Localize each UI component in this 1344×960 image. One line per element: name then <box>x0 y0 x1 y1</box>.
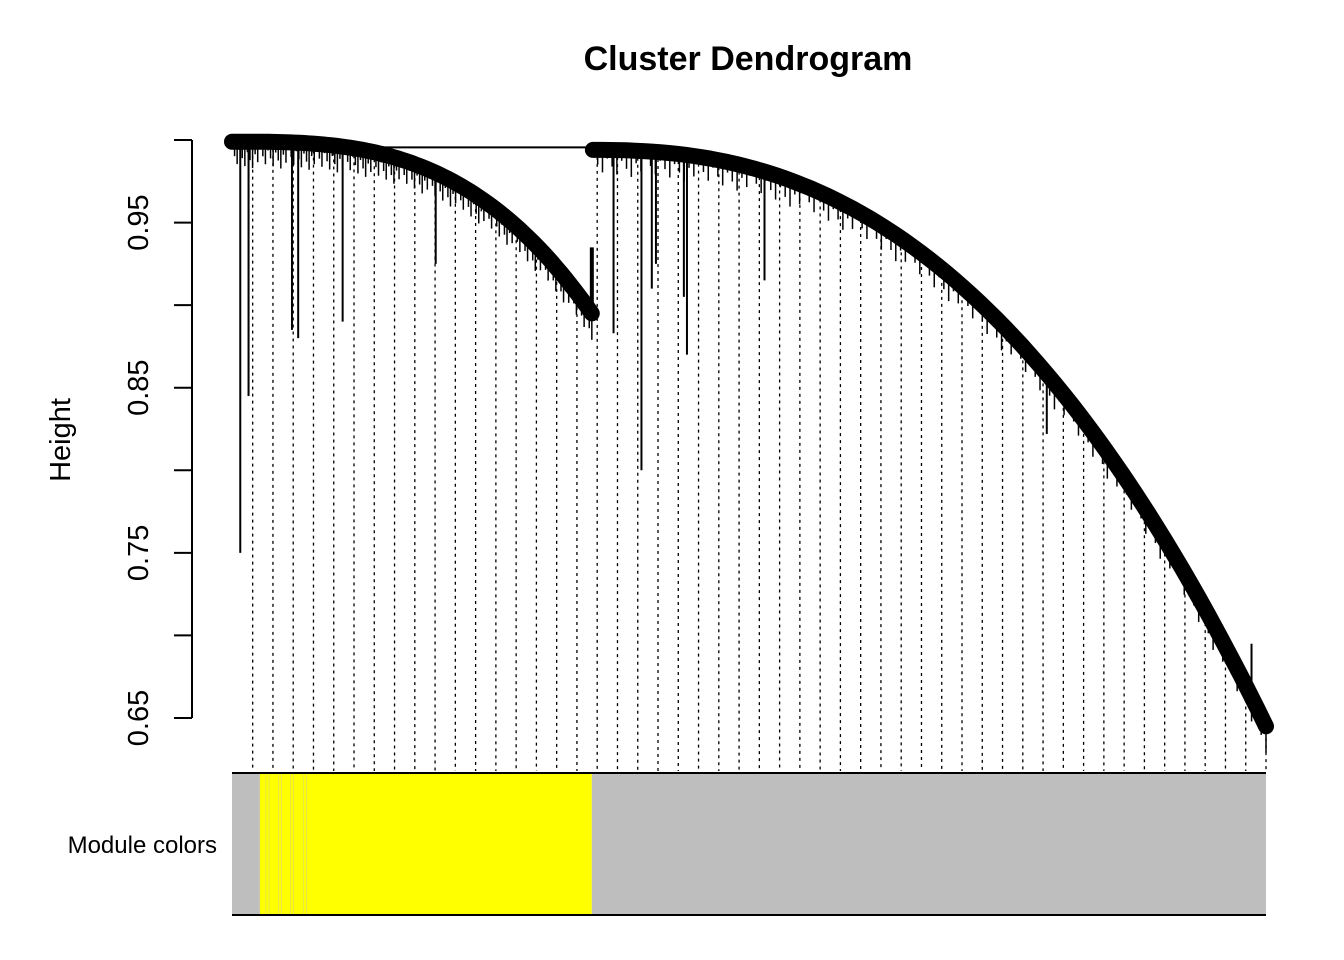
y-axis: 0.65 0.75 0.85 0.95 <box>123 139 193 746</box>
color-stripe-yellow <box>285 773 288 915</box>
color-stripe-yellow <box>270 773 273 915</box>
color-stripe-yellow <box>273 773 276 915</box>
color-stripe-yellow <box>298 773 301 915</box>
module-color-bar <box>232 772 1266 916</box>
color-stripe-yellow <box>304 773 306 915</box>
color-segment-grey <box>591 773 1266 915</box>
color-stripe-yellow <box>275 773 277 915</box>
color-stripe-yellow <box>288 773 291 915</box>
y-tick-label: 0.75 <box>123 525 155 581</box>
cluster-branch-band <box>584 141 1274 735</box>
color-stripe-yellow <box>267 773 269 915</box>
leaf-guide-lines <box>252 141 1267 771</box>
color-stripe-yellow <box>259 773 262 915</box>
y-tick-label: 0.95 <box>123 194 155 250</box>
color-stripe-yellow <box>279 773 281 915</box>
color-stripe-yellow <box>297 773 299 915</box>
color-stripe-yellow <box>300 773 302 915</box>
module-color-bar-fill <box>232 773 1266 915</box>
y-tick-label: 0.85 <box>123 359 155 415</box>
color-stripe-yellow <box>263 773 265 915</box>
color-segment-grey <box>232 773 259 915</box>
chart-title: Cluster Dendrogram <box>584 40 913 78</box>
color-stripe-yellow <box>260 773 264 915</box>
module-colors-label: Module colors <box>68 832 217 859</box>
color-stripe-yellow <box>291 773 294 915</box>
color-stripe-yellow <box>282 773 286 915</box>
color-stripe-yellow <box>284 773 287 915</box>
dendrogram-tree <box>224 133 1274 753</box>
color-stripe-yellow <box>287 773 290 915</box>
color-stripe-yellow <box>301 773 303 915</box>
color-stripe-yellow <box>272 773 275 915</box>
y-tick-label: 0.65 <box>123 690 155 746</box>
color-stripe-yellow <box>276 773 279 915</box>
color-stripe-yellow <box>295 773 298 915</box>
y-axis-ticks: 0.65 0.75 0.85 0.95 <box>123 139 192 746</box>
color-segment-yellow <box>306 773 592 915</box>
color-stripe-yellow <box>264 773 266 915</box>
y-axis-label: Height <box>45 398 77 482</box>
